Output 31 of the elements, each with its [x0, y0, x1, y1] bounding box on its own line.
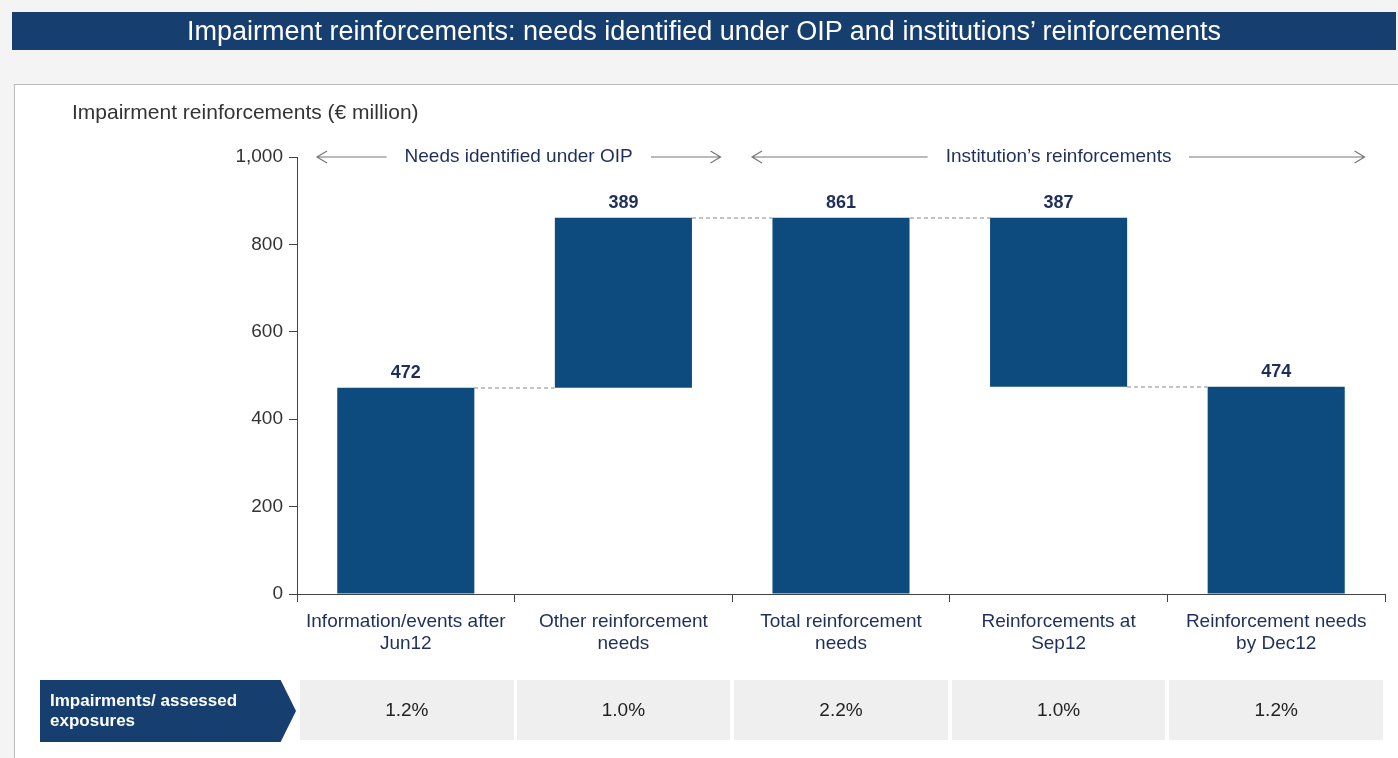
x-tick-label: Information/events after Jun12 — [306, 609, 507, 654]
bar — [990, 217, 1128, 387]
data-label: 389 — [608, 191, 639, 212]
text: 1.0% — [516, 680, 731, 740]
chart-title: Impairment reinforcements: needs identified under OIP and institutions’ reinforcements — [12, 12, 1396, 50]
y-tick-label: 1,000 — [235, 145, 283, 167]
text: 2.2% — [734, 680, 948, 740]
x-tick-label: Reinforcements at Sep12 — [981, 609, 1137, 654]
annotation: Institution’s reinforcements — [945, 145, 1172, 167]
bar — [772, 217, 910, 594]
text: 1.0% — [951, 680, 1166, 740]
bar — [337, 387, 475, 594]
data-label: 474 — [1261, 360, 1292, 381]
y-tick-label: 200 — [251, 494, 283, 516]
data-label: 861 — [825, 191, 857, 212]
text: 1.2% — [300, 680, 514, 740]
data-label: 387 — [1043, 191, 1074, 212]
text: Impairments/ assessed exposures — [40, 680, 296, 742]
x-tick-label: Other reinforcement needs — [538, 609, 709, 654]
text: 1.2% — [1169, 680, 1383, 740]
y-tick-label: 800 — [251, 232, 283, 254]
bar — [1207, 386, 1345, 594]
y-tick-label: 600 — [251, 320, 283, 342]
annotation: Needs identified under OIP — [404, 145, 633, 167]
y-tick-label: 400 — [251, 407, 283, 429]
data-label: 472 — [390, 361, 421, 382]
x-tick-label: Reinforcement needs by Dec12 — [1185, 609, 1367, 654]
y-axis-title: Impairment reinforcements (€ million) — [72, 99, 419, 123]
bar — [554, 217, 692, 388]
y-tick-label: 0 — [272, 582, 283, 604]
x-tick-label: Total reinforcement needs — [760, 609, 923, 654]
